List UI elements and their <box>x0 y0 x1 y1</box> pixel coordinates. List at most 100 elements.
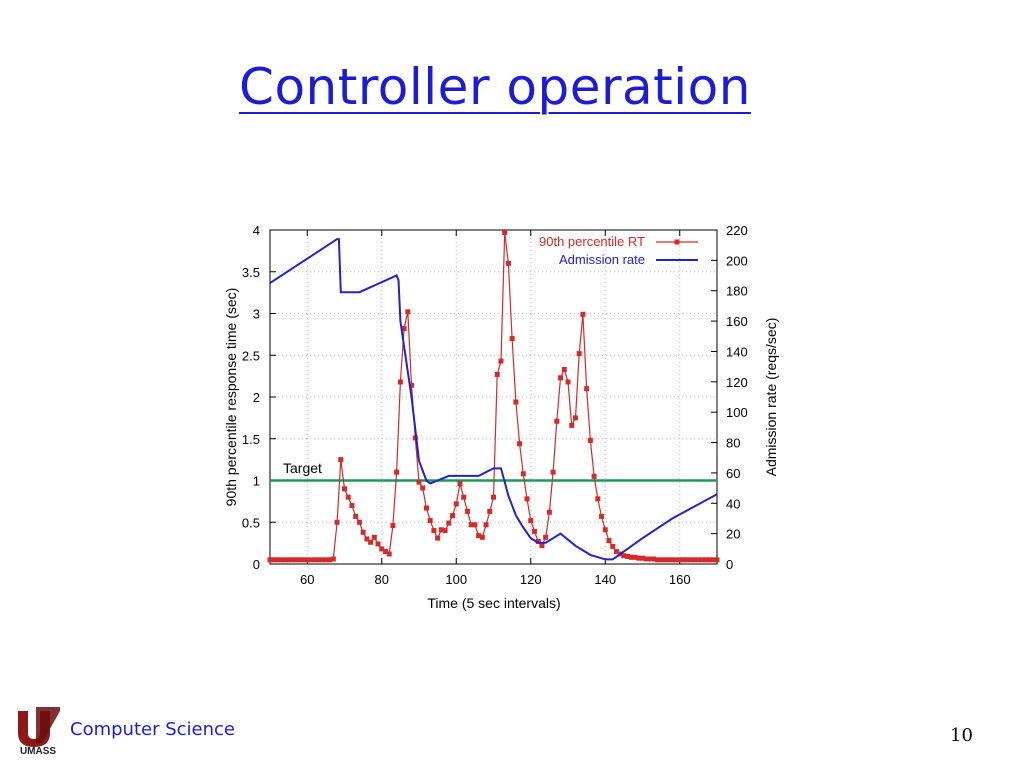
x-axis-label: Time (5 sec intervals) <box>427 595 560 611</box>
data-point <box>330 556 336 562</box>
data-point <box>688 557 694 563</box>
data-point <box>446 520 452 526</box>
data-point <box>654 557 660 563</box>
data-point <box>483 522 489 528</box>
data-point <box>315 557 321 563</box>
chart: 60 80 100 120 140 16000.511.522.533.540204060… <box>223 223 779 611</box>
legend-swatch-marker <box>674 239 680 245</box>
data-point <box>517 441 523 447</box>
y2-tick-label: 80 <box>726 436 740 451</box>
x-tick-label: 160 <box>669 572 691 587</box>
data-point <box>342 486 347 492</box>
data-point <box>468 522 474 528</box>
slide-title: Controller operation <box>239 58 751 116</box>
data-point <box>323 557 329 563</box>
data-point <box>699 557 705 563</box>
data-point <box>379 546 385 552</box>
data-point <box>345 494 351 500</box>
data-point <box>606 538 612 544</box>
data-point <box>673 557 679 563</box>
x-tick-label: 100 <box>445 572 467 587</box>
y2-axis-label: Admission rate (reqs/sec) <box>763 318 779 477</box>
data-point <box>494 371 500 377</box>
data-point <box>710 557 716 563</box>
data-point <box>640 555 645 561</box>
data-point <box>561 366 567 372</box>
y-tick-label: 1 <box>253 474 260 489</box>
data-point <box>572 415 578 421</box>
data-point <box>349 503 355 509</box>
y2-tick-label: 180 <box>726 284 748 299</box>
data-point <box>293 557 299 563</box>
data-point <box>684 557 690 563</box>
legend: 90th percentile RT Admission rate <box>539 234 698 267</box>
data-point <box>308 557 314 563</box>
data-point <box>394 469 400 475</box>
data-point <box>599 513 605 519</box>
data-point <box>643 556 649 562</box>
data-point <box>513 399 519 405</box>
data-point <box>520 471 526 477</box>
data-point <box>304 557 310 563</box>
y-tick-label: 0.5 <box>242 515 260 530</box>
x-tick-label: 120 <box>520 572 542 587</box>
y-tick-label: 2 <box>253 390 260 405</box>
y2-tick-label: 220 <box>726 223 748 238</box>
data-point <box>289 557 295 563</box>
data-point <box>539 543 545 549</box>
data-point <box>382 548 388 554</box>
data-point <box>651 556 657 562</box>
data-point <box>677 557 683 563</box>
data-point <box>487 508 493 514</box>
data-point <box>356 519 362 525</box>
data-point <box>386 551 392 557</box>
series-line-1 <box>270 238 717 561</box>
data-point <box>680 557 686 563</box>
data-point <box>703 557 709 563</box>
footer-department: Computer Science <box>70 719 235 740</box>
data-point <box>576 351 582 357</box>
data-point <box>431 528 437 534</box>
data-point <box>662 557 668 563</box>
data-point <box>364 536 370 542</box>
data-point <box>636 555 642 561</box>
data-point <box>286 557 292 563</box>
data-point <box>535 538 541 544</box>
y2-tick-label: 100 <box>726 405 748 420</box>
data-point <box>278 557 284 563</box>
data-point <box>360 529 366 535</box>
data-point <box>301 557 307 563</box>
data-point <box>435 535 441 541</box>
data-point <box>591 473 597 479</box>
data-point <box>271 557 277 563</box>
data-point <box>625 553 631 559</box>
target-label: Target <box>283 460 322 476</box>
data-point <box>427 518 433 524</box>
data-point <box>450 513 456 519</box>
data-point <box>297 557 303 563</box>
data-point <box>531 528 537 534</box>
y-tick-label: 3 <box>253 307 260 322</box>
data-point <box>613 548 619 554</box>
y-axis-label: 90th percentile response time (sec) <box>223 288 239 507</box>
data-point <box>461 494 467 500</box>
data-point <box>550 469 556 475</box>
data-point <box>595 496 601 502</box>
y2-tick-label: 20 <box>726 527 740 542</box>
y2-tick-label: 120 <box>726 375 748 390</box>
x-tick-label: 80 <box>375 572 389 587</box>
data-point <box>669 557 675 563</box>
logo-text: UMASS <box>20 746 56 755</box>
y2-tick-label: 200 <box>726 253 748 268</box>
legend-label: 90th percentile RT <box>539 234 645 249</box>
y2-tick-label: 60 <box>726 466 740 481</box>
data-point <box>580 311 586 317</box>
data-point <box>621 553 627 559</box>
data-point <box>502 230 508 236</box>
data-point <box>666 557 672 563</box>
data-point <box>405 309 411 315</box>
data-point <box>371 534 377 540</box>
data-point <box>476 533 482 539</box>
data-point <box>401 326 407 332</box>
data-point <box>543 534 549 540</box>
